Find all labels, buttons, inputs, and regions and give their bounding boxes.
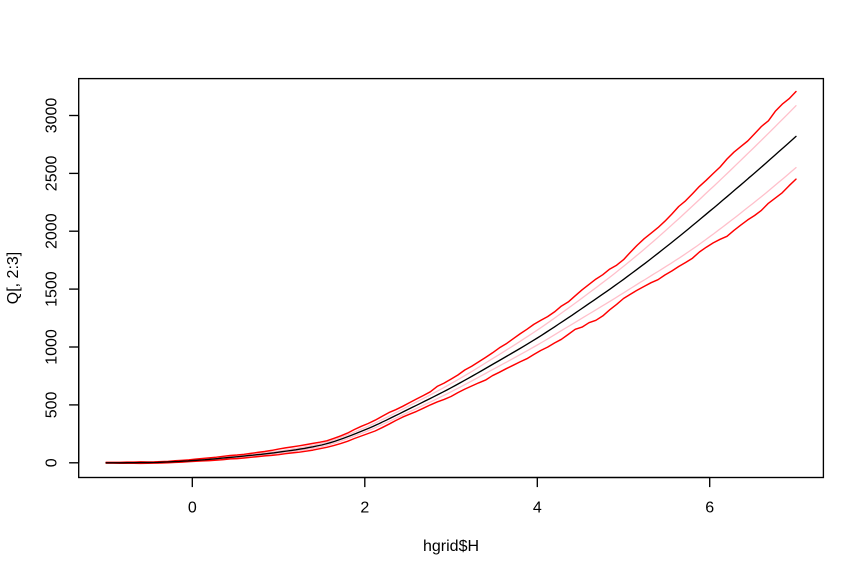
svg-text:4: 4 — [533, 500, 542, 517]
svg-text:1500: 1500 — [43, 271, 60, 307]
svg-text:2500: 2500 — [43, 156, 60, 192]
svg-text:1000: 1000 — [43, 329, 60, 365]
svg-text:2000: 2000 — [43, 213, 60, 249]
svg-text:3000: 3000 — [43, 98, 60, 134]
svg-text:Q[, 2:3]: Q[, 2:3] — [5, 252, 22, 304]
svg-text:500: 500 — [43, 391, 60, 418]
svg-text:6: 6 — [705, 500, 714, 517]
svg-text:hgrid$H: hgrid$H — [423, 538, 479, 555]
svg-text:2: 2 — [360, 500, 369, 517]
svg-text:0: 0 — [188, 500, 197, 517]
svg-text:0: 0 — [43, 458, 60, 467]
